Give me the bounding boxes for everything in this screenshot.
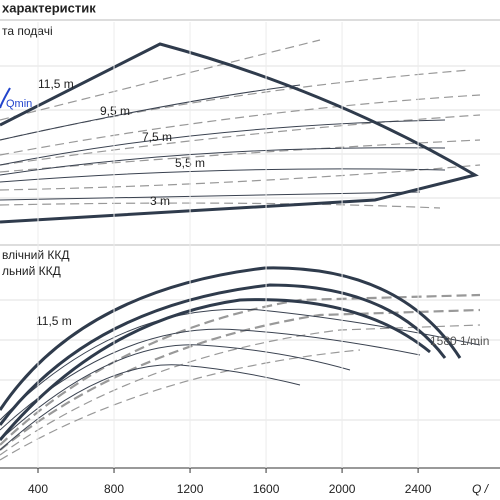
qmin-label: Qmin xyxy=(6,98,32,110)
x-tick-label: 1600 xyxy=(253,482,280,496)
panel-label: та подачі xyxy=(2,24,53,38)
x-tick-label: 800 xyxy=(104,482,124,496)
annotation: 7,5 m xyxy=(142,130,172,144)
annotation: 3 m xyxy=(150,194,170,208)
panel-label: влічний ККД xyxy=(2,248,70,262)
upper-curves xyxy=(0,39,481,224)
x-tick-label: 2400 xyxy=(405,482,432,496)
chart-title: характеристик xyxy=(2,0,96,15)
annotation: 11,5 m xyxy=(38,77,74,91)
panel-label: льний ККД xyxy=(2,264,61,278)
x-tick-label: 1200 xyxy=(177,482,204,496)
annotation: 1580 1/min xyxy=(430,334,489,348)
annotation: 9,5 m xyxy=(100,104,130,118)
lower-curves xyxy=(0,266,481,461)
x-tick-label: 2000 xyxy=(329,482,356,496)
annotation: 11,5 m xyxy=(36,314,72,328)
x-axis-label: Q / xyxy=(472,482,490,496)
x-tick-label: 400 xyxy=(28,482,48,496)
